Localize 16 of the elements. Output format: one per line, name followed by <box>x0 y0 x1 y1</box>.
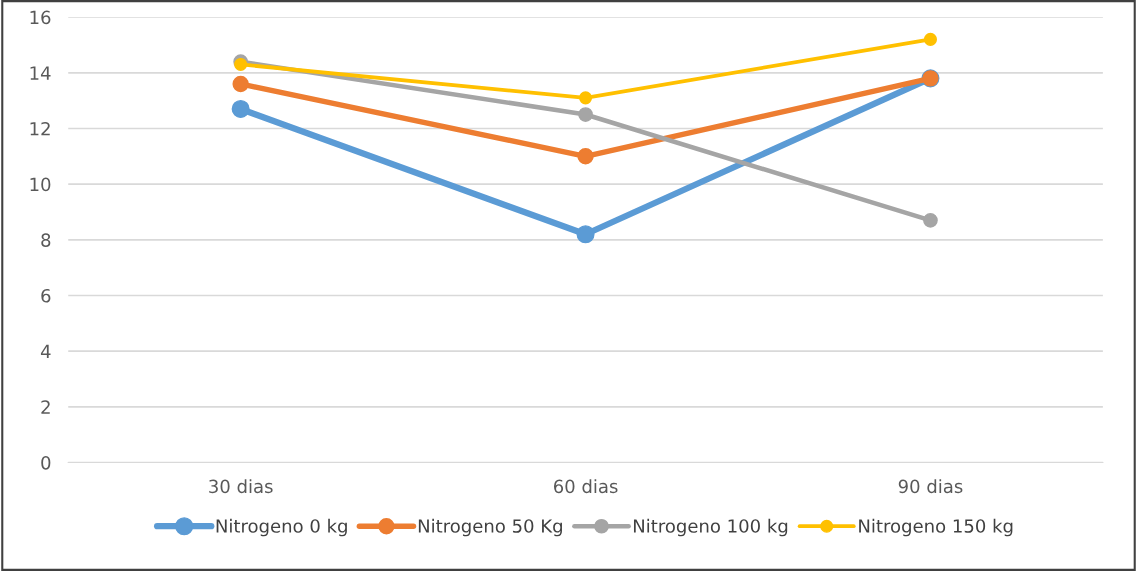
y-tick-label: 6 <box>41 288 51 303</box>
legend-label: Nitrogeno 50 Kg <box>418 518 562 537</box>
y-tick-label: 8 <box>41 233 51 247</box>
y-tick-label: 4 <box>40 344 51 359</box>
y-tick-label: 14 <box>30 66 51 80</box>
x-tick-label: 60 dias <box>553 479 618 494</box>
x-tick-label: 90 dias <box>898 479 963 494</box>
y-tick-label: 12 <box>30 121 50 136</box>
legend-label: Nitrogeno 100 kg <box>633 518 788 537</box>
y-tick-label: 2 <box>41 400 50 414</box>
legend-label: Nitrogeno 150 kg <box>859 518 1013 537</box>
x-tick-label: 30 dias <box>209 479 273 494</box>
y-tick-label: 16 <box>30 10 51 25</box>
y-tick-label: 0 <box>41 455 51 470</box>
y-tick-label: 10 <box>30 177 51 192</box>
legend-label: Nitrogeno 0 kg <box>216 518 347 537</box>
